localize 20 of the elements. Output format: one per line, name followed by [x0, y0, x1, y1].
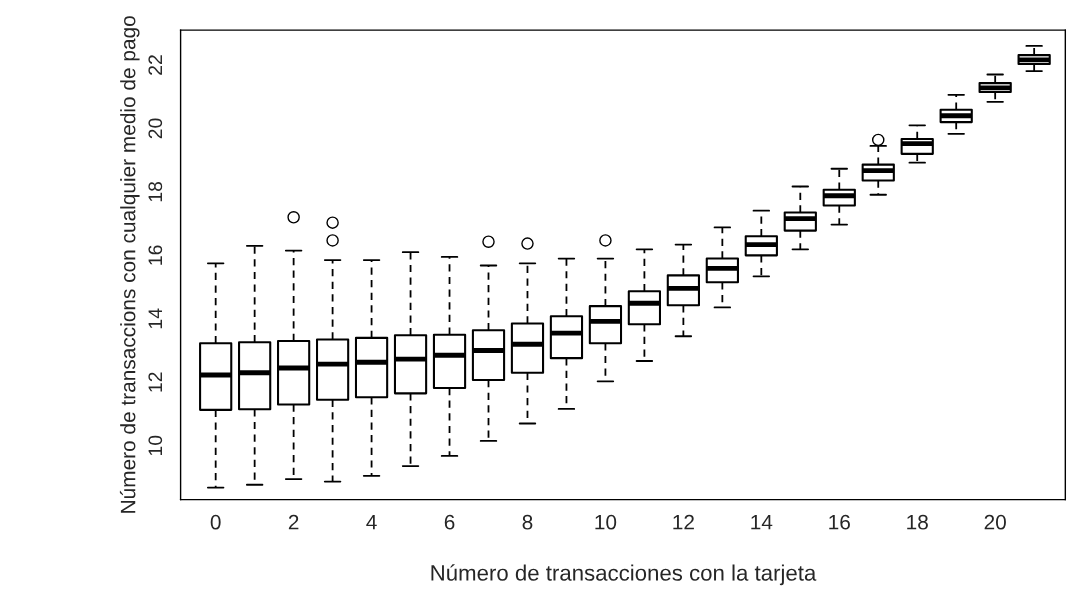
- x-tick-label: 4: [366, 515, 377, 530]
- y-tick-label: 10: [148, 435, 163, 456]
- x-tick-label: 0: [210, 514, 221, 530]
- x-tick-label: 16: [829, 514, 850, 530]
- x-tick-label: 20: [984, 514, 1006, 530]
- y-tick-label: 12: [148, 372, 162, 392]
- x-tick-label: 12: [673, 514, 694, 530]
- x-axis-title: Número de transacciones con la tarjeta: [431, 564, 817, 586]
- y-tick-label: 16: [148, 245, 163, 265]
- x-tick-label: 18: [907, 514, 928, 530]
- y-tick-label: 22: [148, 55, 162, 75]
- y-axis-title: Número de transaccions con cualquier medio de pago: [119, 16, 140, 513]
- y-tick-label: 14: [148, 308, 162, 329]
- y-tick-label: 18: [148, 181, 163, 202]
- x-tick-label: 6: [444, 514, 455, 530]
- y-tick-label: 20: [148, 118, 163, 139]
- x-tick-label: 10: [595, 514, 617, 530]
- x-tick-label: 2: [288, 514, 299, 530]
- x-tick-label: 8: [522, 514, 533, 530]
- x-tick-label: 14: [751, 515, 773, 530]
